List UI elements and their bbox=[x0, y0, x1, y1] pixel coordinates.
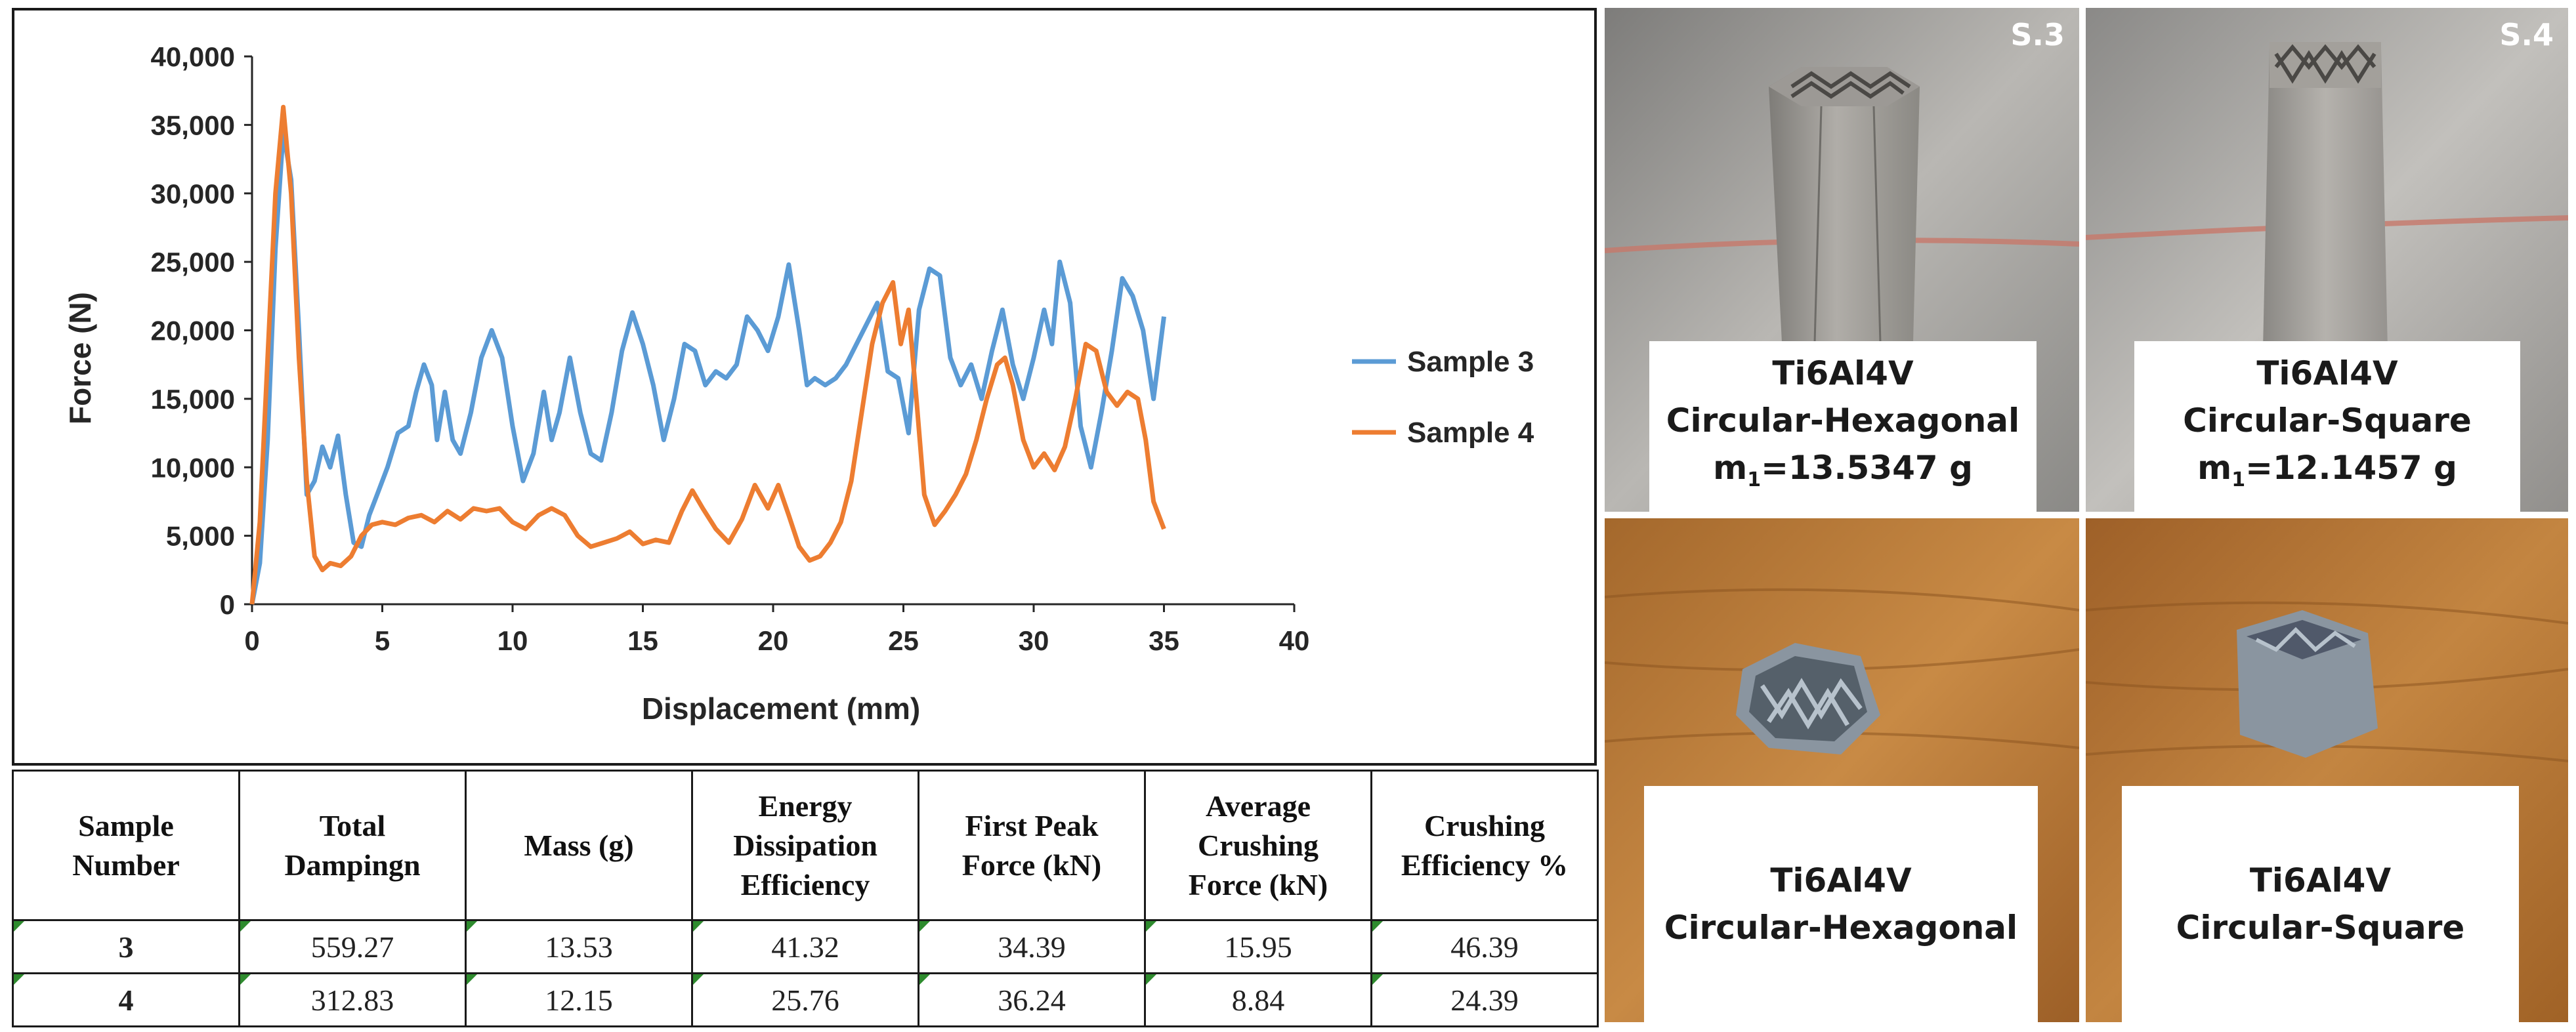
results-table: Sample Number Total Dampingn Mass (g) Ener… bbox=[12, 770, 1599, 1027]
label-mass: m1=13.5347 g bbox=[1713, 448, 1973, 491]
cell-energy-dissipation: 41.32 bbox=[691, 919, 919, 974]
cell-sample: 4 bbox=[12, 972, 240, 1027]
label-geometry: Circular-Square bbox=[2183, 401, 2472, 440]
y-tick-label: 15,000 bbox=[151, 384, 235, 415]
header-total-damping: Total Dampingn bbox=[238, 770, 467, 921]
x-tick-label: 20 bbox=[758, 625, 789, 656]
series-line-3 bbox=[249, 129, 1166, 605]
label-material: Ti6Al4V bbox=[2249, 861, 2392, 899]
legend-label: Sample 3 bbox=[1407, 346, 1534, 378]
header-first-peak-force: First Peak Force (kN) bbox=[918, 770, 1146, 921]
x-axis-title: Displacement (mm) bbox=[642, 691, 920, 726]
photo-sample-3-crushed: Ti6Al4V Circular-Hexagonal bbox=[1605, 518, 2079, 1022]
cell-crushing-efficiency: 46.39 bbox=[1370, 919, 1599, 974]
cell-total-damping: 312.83 bbox=[238, 972, 467, 1027]
label-card-sample-3: Ti6Al4V Circular-Hexagonal m1=13.5347 g bbox=[1649, 341, 2037, 512]
photo-sample-3-side: S.3 Ti6Al4V Circular-Hexagonal m1=13.534… bbox=[1605, 8, 2079, 512]
photo-sample-4-crushed: Ti6Al4V Circular-Square bbox=[2086, 518, 2568, 1022]
label-material: Ti6Al4V bbox=[2256, 354, 2398, 392]
x-tick-label: 35 bbox=[1149, 625, 1179, 656]
x-tick-label: 5 bbox=[375, 625, 390, 656]
cell-average-crushing-force: 8.84 bbox=[1144, 972, 1372, 1027]
cell-sample: 3 bbox=[12, 919, 240, 974]
chart-svg: 0 5 10 15 20 25 30 35 40 0 5,000 10,000 15,000 20,000… bbox=[63, 41, 1534, 726]
label-card-sample-4: Ti6Al4V Circular-Square m1=12.1457 g bbox=[2134, 341, 2520, 512]
x-tick-label: 15 bbox=[627, 625, 658, 656]
label-mass: m1=12.1457 g bbox=[2197, 448, 2457, 491]
header-energy-dissipation: Energy Dissipation Efficiency bbox=[691, 770, 919, 921]
label-card-sample-4-crushed: Ti6Al4V Circular-Square bbox=[2122, 786, 2519, 1022]
cell-crushing-efficiency: 24.39 bbox=[1370, 972, 1599, 1027]
y-tick-label: 25,000 bbox=[151, 247, 235, 278]
header-mass: Mass (g) bbox=[465, 770, 693, 921]
y-tick-label: 35,000 bbox=[151, 110, 235, 140]
chart-axes: 0 5 10 15 20 25 30 35 40 0 5,000 10,000 15,000 20,000… bbox=[151, 41, 1310, 656]
x-tick-label: 0 bbox=[244, 625, 259, 656]
cell-mass: 13.53 bbox=[465, 919, 693, 974]
legend-label: Sample 4 bbox=[1407, 417, 1534, 449]
header-sample-number: Sample Number bbox=[12, 770, 240, 921]
results-table-container: Sample Number Total Dampingn Mass (g) Ener… bbox=[12, 770, 1599, 1027]
header-crushing-efficiency: Crushing Efficiency % bbox=[1370, 770, 1599, 921]
x-tick-label: 30 bbox=[1019, 625, 1049, 656]
label-geometry: Circular-Hexagonal bbox=[1666, 401, 2020, 440]
cell-first-peak-force: 36.24 bbox=[918, 972, 1146, 1027]
force-displacement-chart: 0 5 10 15 20 25 30 35 40 0 5,000 10,000 15,000 20,000… bbox=[12, 8, 1597, 766]
y-tick-label: 30,000 bbox=[151, 178, 235, 209]
cell-total-damping: 559.27 bbox=[238, 919, 467, 974]
label-material: Ti6Al4V bbox=[1772, 354, 1914, 392]
series-line-4 bbox=[249, 104, 1166, 605]
table-row: 3 559.27 13.53 41.32 34.39 15.95 46.39 bbox=[12, 919, 1599, 974]
x-tick-label: 40 bbox=[1279, 625, 1310, 656]
cell-average-crushing-force: 15.95 bbox=[1144, 919, 1372, 974]
header-average-crushing-force: Average Crushing Force (kN) bbox=[1144, 770, 1372, 921]
cell-first-peak-force: 34.39 bbox=[918, 919, 1146, 974]
cell-energy-dissipation: 25.76 bbox=[691, 972, 919, 1027]
chart-legend: Sample 3 Sample 4 bbox=[1352, 346, 1534, 449]
sample-tag-s4: S.4 bbox=[2499, 17, 2554, 52]
y-tick-label: 40,000 bbox=[151, 41, 235, 72]
y-tick-label: 10,000 bbox=[151, 452, 235, 483]
y-tick-label: 20,000 bbox=[151, 316, 235, 346]
chart-series bbox=[249, 104, 1166, 605]
label-geometry: Circular-Hexagonal bbox=[1664, 909, 2018, 947]
sample-tag-s3: S.3 bbox=[2010, 17, 2065, 52]
label-material: Ti6Al4V bbox=[1770, 861, 1912, 899]
cell-mass: 12.15 bbox=[465, 972, 693, 1027]
photo-sample-4-side: S.4 Ti6Al4V Circular-Square m1=12.1457 g bbox=[2086, 8, 2568, 512]
label-geometry: Circular-Square bbox=[2176, 909, 2465, 947]
table-row: 4 312.83 12.15 25.76 36.24 8.84 24.39 bbox=[12, 972, 1599, 1027]
x-tick-label: 10 bbox=[497, 625, 528, 656]
x-tick-label: 25 bbox=[888, 625, 919, 656]
y-tick-label: 0 bbox=[220, 589, 235, 620]
label-card-sample-3-crushed: Ti6Al4V Circular-Hexagonal bbox=[1644, 786, 2038, 1022]
table-header-row: Sample Number Total Dampingn Mass (g) Ener… bbox=[12, 770, 1599, 921]
y-tick-label: 5,000 bbox=[166, 521, 235, 552]
y-axis-title: Force (N) bbox=[63, 292, 97, 424]
